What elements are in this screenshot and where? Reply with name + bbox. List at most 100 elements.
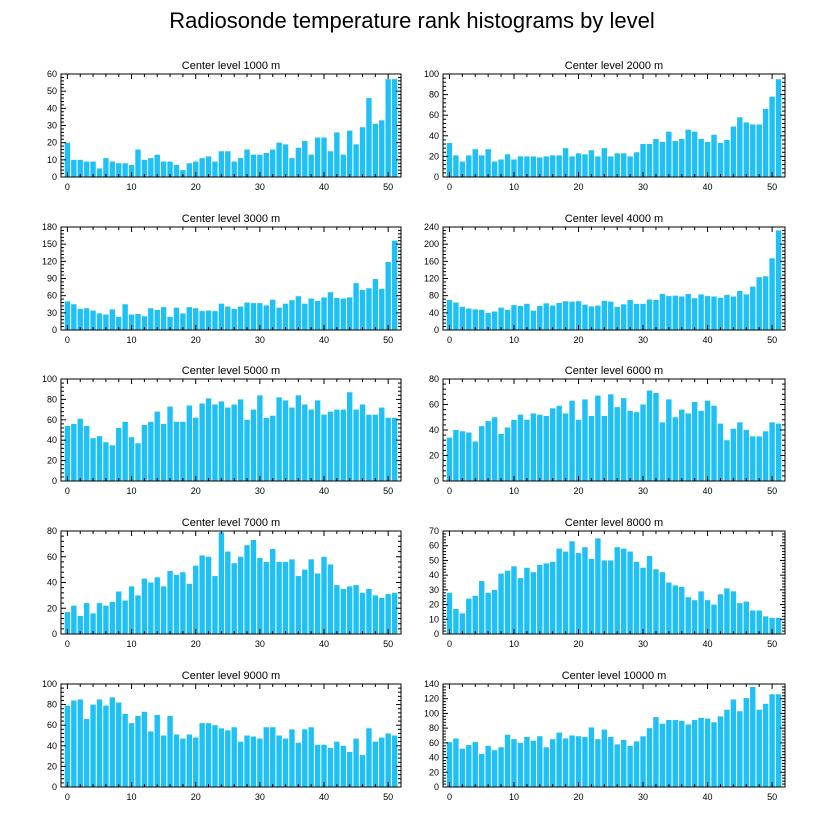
bar: [116, 163, 122, 177]
y-tick-label: 150: [42, 239, 57, 249]
bar: [308, 298, 314, 330]
x-tick-label: 40: [703, 639, 713, 649]
bar: [199, 158, 205, 177]
bar: [244, 302, 250, 330]
bar: [633, 561, 640, 634]
bar: [543, 303, 549, 330]
bar: [737, 711, 743, 787]
x-tick-label: 30: [638, 182, 648, 192]
y-tick-label: 90: [47, 274, 57, 284]
x-tick-label: 10: [509, 486, 519, 496]
bar: [737, 422, 743, 481]
bar: [186, 583, 192, 634]
bar: [466, 745, 472, 787]
x-tick-label: 30: [255, 792, 265, 802]
bar: [77, 308, 83, 330]
plot-frame: [442, 73, 786, 178]
y-tick-label: 80: [47, 700, 57, 710]
bar: [116, 591, 122, 634]
bar: [601, 560, 608, 634]
bar: [141, 159, 148, 177]
bar: [724, 588, 730, 634]
bar: [601, 729, 608, 787]
bar: [698, 294, 704, 330]
bar: [353, 144, 359, 177]
y-tick-label: 20: [429, 451, 439, 461]
bar: [679, 720, 685, 787]
bar: [762, 276, 769, 330]
bar: [167, 715, 173, 787]
bar: [218, 532, 225, 634]
bar: [685, 724, 691, 787]
bar: [199, 403, 205, 481]
bar: [711, 296, 717, 330]
bar: [517, 742, 524, 787]
bar: [653, 569, 659, 634]
bar: [679, 586, 685, 634]
bar: [479, 309, 485, 330]
panel-title: Center level 7000 m: [182, 517, 280, 529]
x-tick-label: 0: [65, 335, 70, 345]
bar: [485, 421, 491, 481]
bar: [685, 413, 691, 481]
bar: [379, 120, 385, 177]
x-tick-label: 10: [509, 182, 519, 192]
bar: [730, 699, 737, 787]
x-tick-label: 30: [638, 792, 648, 802]
bar: [340, 745, 346, 787]
bar: [775, 617, 782, 634]
bar: [633, 152, 640, 177]
bar: [498, 159, 504, 177]
bar: [569, 735, 575, 787]
bar: [276, 142, 282, 177]
bar: [504, 570, 511, 634]
bar: [511, 305, 517, 330]
bar: [148, 308, 154, 330]
bar: [562, 738, 569, 787]
bar: [769, 422, 775, 481]
bar: [218, 151, 225, 177]
bar: [504, 427, 511, 481]
bar: [556, 548, 562, 634]
bar: [653, 393, 659, 481]
bar: [103, 314, 109, 330]
y-tick-label: 40: [47, 741, 57, 751]
bar: [302, 404, 308, 481]
y-tick-label: 20: [47, 761, 57, 771]
bar: [154, 154, 160, 177]
bar: [679, 138, 685, 177]
bar: [199, 555, 205, 634]
bar: [724, 440, 730, 481]
bar: [257, 738, 263, 787]
bar: [582, 736, 588, 787]
bar: [340, 409, 346, 481]
y-tick-label: 30: [429, 585, 439, 595]
bar: [250, 409, 257, 481]
bar: [199, 311, 205, 330]
y-tick-label: 40: [47, 578, 57, 588]
bar: [491, 311, 498, 330]
bar: [180, 170, 186, 177]
x-tick-label: 30: [638, 335, 648, 345]
bar: [608, 156, 614, 177]
bar: [588, 558, 595, 634]
bar: [620, 548, 627, 634]
bar: [575, 736, 582, 787]
bar: [212, 311, 218, 330]
bar: [595, 739, 601, 787]
bar: [459, 306, 466, 330]
y-tick-label: 70: [429, 526, 439, 536]
bar: [717, 594, 724, 634]
x-tick-label: 50: [383, 335, 393, 345]
x-tick-label: 0: [65, 639, 70, 649]
bar: [750, 686, 756, 787]
bar: [83, 161, 90, 177]
bar: [64, 301, 71, 330]
bar: [575, 301, 582, 330]
bar: [601, 300, 608, 330]
bar: [575, 153, 582, 177]
x-tick-label: 10: [127, 639, 137, 649]
bar: [257, 154, 263, 177]
bar: [64, 612, 71, 634]
bar: [327, 292, 334, 330]
